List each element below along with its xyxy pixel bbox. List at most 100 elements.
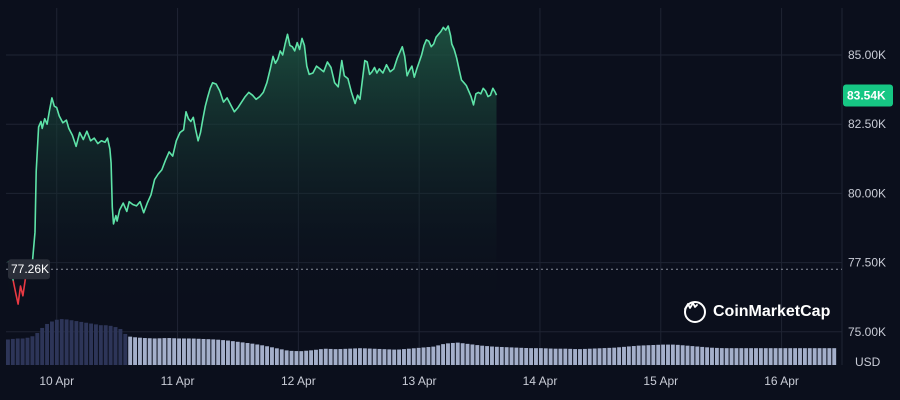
volume-bar	[416, 347, 421, 365]
volume-bar	[245, 343, 250, 365]
volume-bar	[358, 348, 362, 365]
price-area-fill	[8, 26, 497, 314]
volume-bar	[705, 347, 710, 365]
volume-bar	[25, 337, 30, 365]
brand-name: CoinMarketCap	[713, 303, 831, 320]
volume-bar	[514, 347, 519, 365]
volume-bar	[587, 348, 592, 365]
volume-bar	[94, 324, 98, 365]
volume-bar	[113, 327, 118, 365]
volume-bar	[323, 348, 328, 365]
volume-bar	[773, 348, 778, 365]
volume-bar	[353, 348, 358, 365]
volume-bar	[304, 350, 309, 365]
volume-bar	[690, 346, 695, 365]
volume-bar	[739, 348, 744, 365]
volume-bar	[387, 349, 392, 365]
volume-bar	[578, 349, 582, 365]
volume-bar	[724, 348, 729, 365]
volume-bar	[734, 348, 739, 365]
volume-bar	[191, 338, 196, 365]
volume-bar	[284, 350, 289, 365]
y-tick-label: 77.50K	[848, 256, 886, 270]
open-price-tag: 77.26K	[8, 259, 50, 280]
volume-bar	[509, 347, 514, 365]
volume-bar	[20, 338, 25, 365]
volume-bar	[69, 320, 74, 365]
volume-bar	[333, 349, 338, 365]
volume-bar	[563, 348, 568, 365]
volume-bar	[778, 348, 783, 365]
volume-bar	[592, 348, 597, 365]
x-tick-label: 13 Apr	[402, 374, 437, 388]
x-tick-label: 12 Apr	[281, 374, 316, 388]
volume-bar	[118, 329, 123, 365]
current-price-tag: 83.54K	[843, 84, 893, 107]
volume-bar	[519, 347, 524, 365]
volume-bar	[318, 349, 323, 365]
volume-bar	[612, 347, 617, 365]
volume-bar	[35, 333, 40, 365]
y-tick-label: 75.00K	[848, 325, 886, 339]
volume-bar	[250, 343, 255, 365]
volume-bar	[279, 349, 284, 365]
volume-bar	[10, 338, 15, 365]
volume-bar	[382, 349, 387, 365]
volume-bar	[485, 346, 490, 365]
volume-bar	[89, 323, 94, 365]
volume-bar	[6, 339, 10, 365]
volume-bar	[807, 348, 812, 365]
volume-bar	[103, 325, 108, 365]
volume-bar	[289, 350, 294, 365]
y-tick-label: 82.50K	[848, 117, 886, 131]
volume-bar	[338, 349, 343, 365]
volume-bar	[309, 350, 314, 365]
volume-bar	[538, 348, 543, 365]
volume-bar	[108, 325, 113, 365]
volume-bar	[470, 344, 475, 365]
volume-bar	[74, 321, 79, 365]
volume-bar	[832, 348, 837, 365]
volume-bar	[490, 346, 494, 365]
volume-bar	[162, 338, 167, 365]
volume-bar	[744, 348, 749, 365]
volume-bar	[265, 346, 270, 365]
volume-bar	[793, 348, 798, 365]
price-area	[8, 26, 497, 314]
volume-bar	[142, 338, 147, 365]
x-tick-label: 15 Apr	[643, 374, 678, 388]
volume-bar	[314, 349, 318, 365]
volume-bar	[475, 345, 480, 365]
volume-bar	[45, 323, 50, 365]
volume-bar	[568, 348, 573, 365]
volume-bar	[455, 342, 460, 365]
volume-bar	[54, 319, 59, 365]
volume-bar	[372, 348, 377, 365]
volume-bar	[157, 338, 162, 365]
volume-bar	[617, 347, 622, 365]
volume-bar	[270, 347, 274, 365]
volume-bars	[6, 319, 837, 365]
x-tick-label: 16 Apr	[764, 374, 799, 388]
price-line-up-segment[interactable]	[29, 25, 498, 269]
coinmarketcap-watermark: CoinMarketCap	[684, 301, 830, 323]
volume-bar	[274, 348, 279, 365]
current-price-label: 83.54K	[847, 88, 886, 102]
volume-bar	[548, 348, 553, 365]
volume-bar	[783, 348, 788, 365]
volume-bar	[763, 348, 768, 365]
volume-bar	[221, 340, 226, 365]
volume-bar	[798, 348, 802, 365]
volume-bar	[646, 345, 651, 365]
x-axis: 10 Apr 11 Apr 12 Apr 13 Apr 14 Apr 15 Apr 16 A…	[39, 374, 799, 388]
volume-bar	[79, 321, 84, 365]
volume-bar	[348, 348, 353, 365]
volume-bar	[504, 347, 509, 365]
volume-bar	[182, 338, 186, 365]
currency-unit-label: USD	[855, 355, 881, 369]
volume-bar	[543, 348, 548, 365]
volume-bar	[147, 338, 152, 365]
volume-bar	[186, 338, 191, 365]
